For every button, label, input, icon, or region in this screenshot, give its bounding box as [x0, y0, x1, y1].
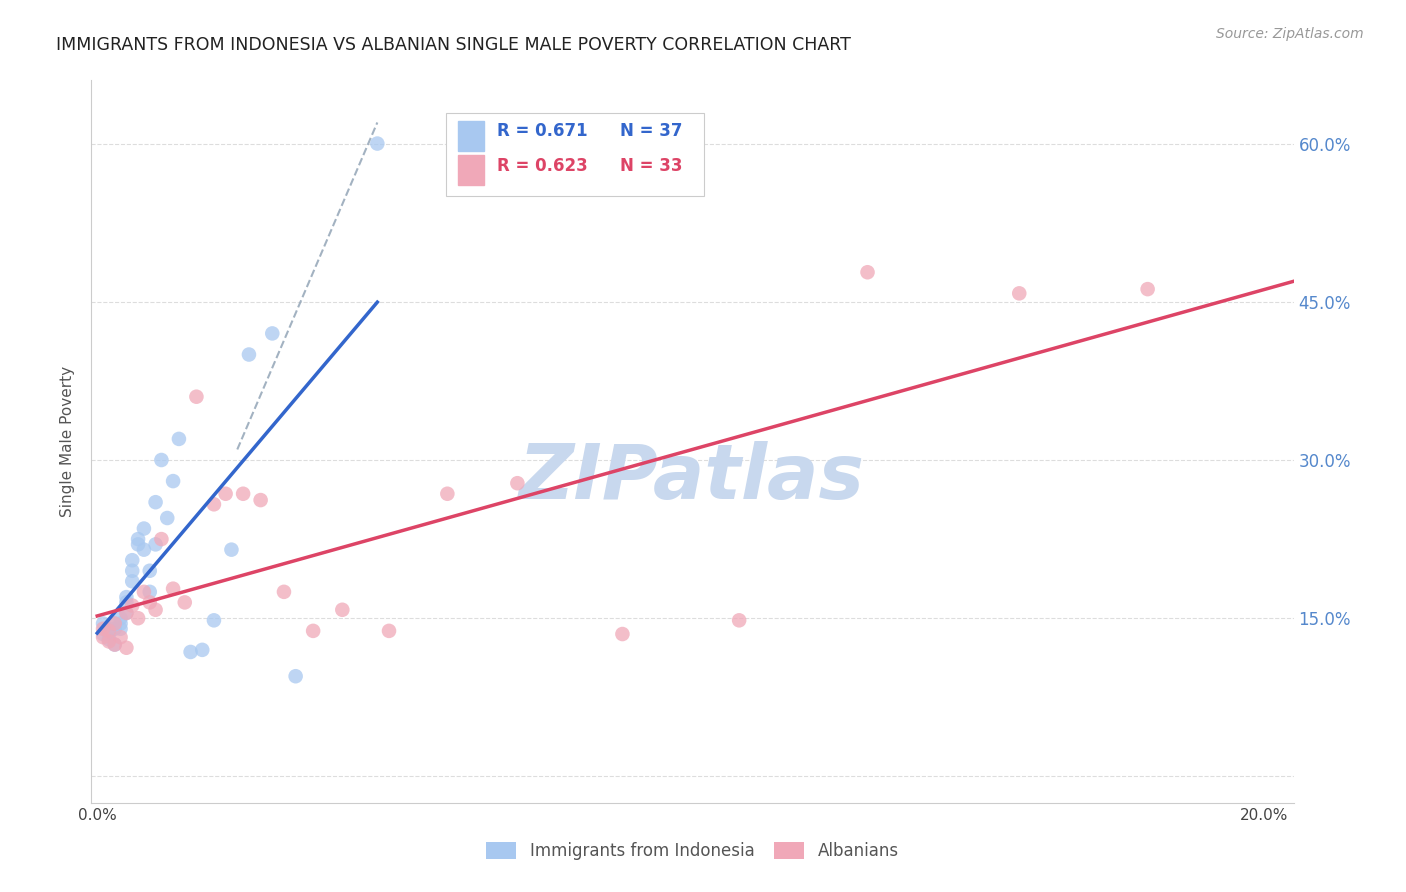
Point [506, 476, 529, 491]
Text: N = 37: N = 37 [620, 122, 683, 140]
Point [110, 616, 132, 631]
Point [139, 585, 162, 599]
FancyBboxPatch shape [458, 154, 485, 185]
Y-axis label: Single Male Poverty: Single Male Poverty [60, 366, 76, 517]
Point [115, 590, 138, 604]
Point [156, 511, 179, 525]
Point [186, 390, 208, 404]
Point [127, 532, 149, 546]
Point [436, 487, 458, 501]
Point [121, 553, 143, 567]
Point [132, 542, 155, 557]
Point [104, 622, 127, 636]
Point [115, 606, 138, 620]
Point [115, 640, 138, 655]
Point [214, 487, 236, 501]
Point [110, 630, 132, 644]
Point [249, 493, 271, 508]
Point [167, 432, 190, 446]
Point [132, 522, 155, 536]
Point [302, 624, 325, 638]
Point [91, 616, 114, 631]
Point [139, 595, 162, 609]
Point [162, 474, 184, 488]
FancyBboxPatch shape [446, 112, 704, 196]
Point [273, 585, 295, 599]
Point [180, 645, 202, 659]
Point [191, 643, 214, 657]
Point [145, 495, 167, 509]
Point [221, 542, 243, 557]
Point [104, 638, 127, 652]
Point [728, 613, 751, 627]
Point [132, 585, 155, 599]
Point [115, 606, 138, 620]
Point [97, 627, 120, 641]
Legend: Immigrants from Indonesia, Albanians: Immigrants from Indonesia, Albanians [479, 835, 905, 867]
Point [856, 265, 879, 279]
Point [202, 613, 225, 627]
Point [162, 582, 184, 596]
Point [97, 634, 120, 648]
Point [115, 595, 138, 609]
Point [121, 564, 143, 578]
Point [104, 616, 127, 631]
FancyBboxPatch shape [458, 120, 485, 151]
Point [232, 487, 254, 501]
Point [378, 624, 401, 638]
Point [121, 574, 143, 589]
Text: Source: ZipAtlas.com: Source: ZipAtlas.com [1216, 27, 1364, 41]
Point [612, 627, 634, 641]
Point [330, 603, 353, 617]
Text: ZIPatlas: ZIPatlas [519, 441, 866, 515]
Point [91, 622, 114, 636]
Point [150, 453, 173, 467]
Point [1136, 282, 1159, 296]
Point [139, 564, 162, 578]
Point [238, 347, 260, 361]
Point [127, 537, 149, 551]
Point [150, 532, 173, 546]
Point [145, 603, 167, 617]
Point [104, 638, 127, 652]
Point [110, 622, 132, 636]
Point [202, 497, 225, 511]
Point [262, 326, 284, 341]
Text: R = 0.671: R = 0.671 [496, 122, 588, 140]
Point [366, 136, 388, 151]
Point [97, 624, 120, 638]
Text: N = 33: N = 33 [620, 156, 683, 175]
Point [1008, 286, 1031, 301]
Point [145, 537, 167, 551]
Text: R = 0.623: R = 0.623 [496, 156, 588, 175]
Point [127, 611, 149, 625]
Point [121, 599, 143, 613]
Point [91, 630, 114, 644]
Text: IMMIGRANTS FROM INDONESIA VS ALBANIAN SINGLE MALE POVERTY CORRELATION CHART: IMMIGRANTS FROM INDONESIA VS ALBANIAN SI… [56, 36, 851, 54]
Point [97, 632, 120, 647]
Point [284, 669, 307, 683]
Point [104, 616, 127, 631]
Point [173, 595, 195, 609]
Point [110, 611, 132, 625]
Point [91, 627, 114, 641]
Point [97, 622, 120, 636]
